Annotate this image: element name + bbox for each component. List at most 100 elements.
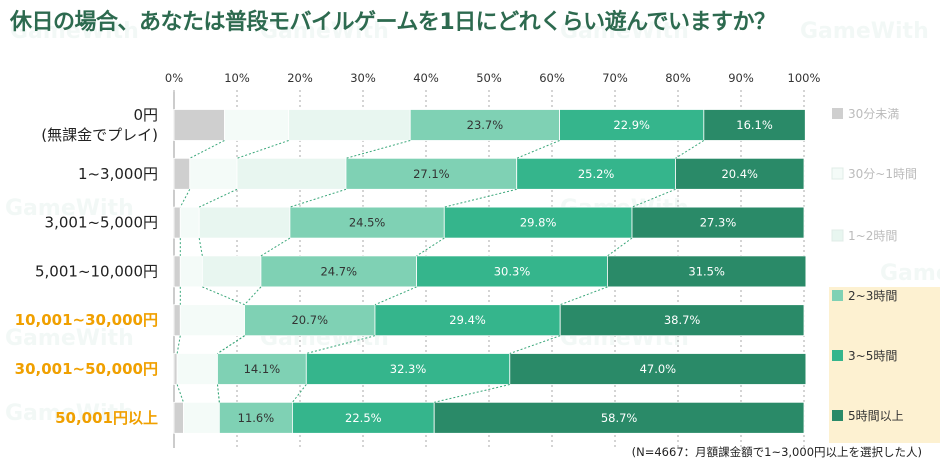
watermark-text: GameWith [5,401,134,426]
bar-segment [289,206,445,239]
bar-segment [173,206,181,239]
watermark-text: GameWith [260,19,389,44]
x-tick-label: 40% [413,71,439,85]
category-label: 50,001円以上 [55,409,158,427]
data-label: 29.8% [520,216,557,230]
connector-line [345,140,411,159]
data-label: 16.1% [736,118,773,132]
data-label: 20.7% [291,313,328,327]
x-tick-label: 60% [539,71,565,85]
bar-segment [675,157,805,190]
connector-line [244,286,262,306]
connector-line [434,384,510,403]
connector-line [607,237,633,257]
bar-segment [179,304,245,337]
bar-segment [223,109,290,141]
connector-line [176,384,184,403]
connector-line [509,335,561,354]
legend-label: 30分~1時間 [848,167,917,181]
bar-segment [173,401,184,434]
x-tick-label: 10% [224,71,250,85]
x-tick-label: 30% [350,71,376,85]
category-label: 10,001~30,000円 [15,311,158,329]
bar-segment [559,304,805,337]
legend-swatch [831,167,844,180]
connector-line [216,384,220,403]
legend-label: 1~2時間 [848,229,897,243]
bar-segment [173,304,181,337]
bar-segment [183,401,220,434]
connector-line [292,384,307,403]
connector-line [236,140,289,159]
legend-swatch [831,229,844,242]
connector-line [217,335,245,354]
bar-segment [217,353,307,385]
connector-line [516,140,560,159]
category-label: 3,001~5,000円 [45,214,158,232]
connector-line [198,238,203,256]
watermark-text: GameWith [10,19,139,44]
bar-segment [443,206,633,239]
data-label: 58.7% [601,411,638,425]
x-tick-label: 0% [165,71,183,85]
bar-segment [516,157,676,190]
category-label: 1~3,000円 [78,165,158,183]
bar-segment [189,157,238,190]
x-tick-label: 90% [728,71,754,85]
connector-line [374,286,417,306]
data-label: 32.3% [390,362,427,376]
data-label: 11.6% [238,411,275,425]
data-label: 27.3% [700,216,737,230]
connector-line [675,140,705,159]
watermark-text: GameWith [5,326,134,351]
bar-segment [201,255,262,288]
bar-segment [198,206,291,239]
x-tick-label: 80% [665,71,691,85]
data-label: 22.9% [613,118,650,132]
category-label: 5,001~10,000円 [35,262,158,280]
bar-segment [218,401,293,434]
x-tick-label: 50% [476,71,502,85]
connector-line [444,188,517,208]
legend-highlight-band [829,287,940,443]
footnote: (N=4667：月額課金額で1~3,000円以上を選択した人) [631,445,922,459]
legend-swatch [832,350,843,361]
connector-line [202,286,245,306]
bar-segment [173,109,225,141]
data-label: 20.4% [721,167,758,181]
chart-title: 休日の場合、あなたは普段モバイルゲームを1日にどれくらい遊んでいますか？ [10,10,776,35]
connector-line [198,188,238,208]
connector-line [289,188,347,208]
data-label: 38.7% [664,313,701,327]
bar-segment [260,255,417,288]
connector-line [176,335,181,354]
legend-swatch [832,290,843,301]
x-tick-label: 100% [788,71,821,85]
legend-label: 2~3時間 [848,289,897,303]
category-label: (無課金でプレイ) [41,126,158,144]
bar-segment [631,206,805,239]
data-label: 25.2% [578,167,615,181]
watermark-text: GameWith [800,19,929,44]
legend-label: 5時間以上 [848,409,904,423]
data-label: 24.7% [320,264,357,278]
bar-segment [173,255,181,288]
x-tick-label: 20% [287,71,313,85]
bar-segment [173,157,191,190]
watermark-text: GameWith [880,261,940,286]
bar-segment [179,255,203,288]
data-label: 31.5% [688,264,725,278]
bar-segment [179,206,200,239]
bar-segment [374,304,561,337]
data-label: 23.7% [467,118,504,132]
bar-segment [292,401,435,434]
bar-segment [416,255,608,288]
data-label: 27.1% [413,167,450,181]
data-label: 30.3% [494,264,531,278]
bar-segment [244,304,376,337]
bar-segment [703,109,806,141]
bar-segment [236,157,347,190]
bar-segment [305,353,511,385]
bar-segment [176,353,218,385]
